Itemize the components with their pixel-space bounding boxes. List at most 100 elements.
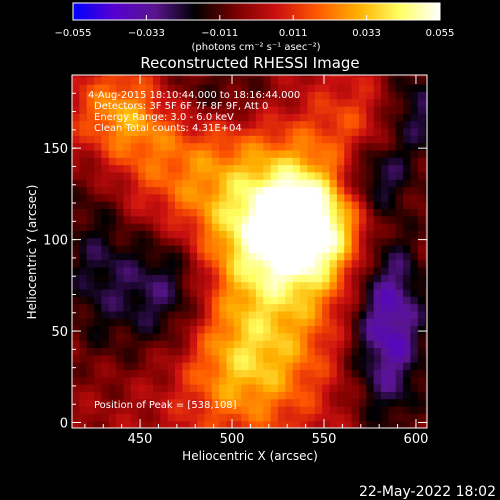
- heatmap-cell: [233, 223, 242, 231]
- heatmap-cell: [211, 376, 220, 385]
- heatmap-cell: [94, 252, 102, 261]
- heatmap-cell: [175, 142, 183, 151]
- heatmap-cell: [167, 208, 176, 217]
- heatmap-cell: [116, 259, 125, 268]
- heatmap-cell: [108, 296, 117, 305]
- heatmap-cell: [336, 369, 345, 378]
- heatmap-cell: [145, 135, 154, 144]
- heatmap-cell: [417, 135, 426, 144]
- heatmap-cell: [152, 149, 161, 158]
- heatmap-cell: [72, 274, 80, 283]
- heatmap-cell: [381, 120, 389, 129]
- heatmap-cell: [255, 245, 264, 253]
- heatmap-cell: [101, 106, 110, 114]
- heatmap-cell: [270, 406, 279, 414]
- heatmap-cell: [123, 259, 132, 268]
- heatmap-cell: [130, 245, 139, 253]
- heatmap-cell: [270, 98, 279, 107]
- heatmap-cell: [366, 420, 375, 428]
- heatmap-cell: [233, 113, 242, 122]
- heatmap-cell: [292, 245, 301, 253]
- heatmap-cell: [366, 179, 375, 188]
- heatmap-cell: [101, 76, 110, 85]
- heatmap-cell: [314, 303, 323, 312]
- heatmap-cell: [145, 149, 154, 158]
- heatmap-cell: [182, 98, 191, 107]
- heatmap-cell: [211, 142, 220, 151]
- heatmap-cell: [197, 252, 205, 261]
- heatmap-cell: [358, 318, 367, 327]
- annotation-clean: Clean Total counts: 4.31E+04: [94, 123, 242, 134]
- heatmap-cell: [72, 347, 80, 356]
- heatmap-cell: [395, 120, 404, 129]
- heatmap-cell: [167, 76, 176, 85]
- heatmap-cell: [108, 91, 117, 100]
- heatmap-cell: [307, 384, 316, 392]
- heatmap-cell: [175, 76, 183, 85]
- heatmap-cell: [307, 91, 316, 100]
- heatmap-cell: [101, 340, 110, 349]
- heatmap-cell: [219, 274, 228, 283]
- heatmap-cell: [358, 340, 367, 349]
- heatmap-cell: [86, 75, 95, 78]
- heatmap-cell: [197, 179, 205, 188]
- heatmap-cell: [123, 179, 132, 188]
- heatmap-cell: [241, 384, 250, 392]
- heatmap-cell: [395, 223, 404, 231]
- heatmap-cell: [314, 340, 323, 349]
- heatmap-cell: [226, 91, 235, 100]
- heatmap-cell: [248, 223, 257, 231]
- heatmap-cell: [417, 318, 426, 327]
- heatmap-cell: [410, 354, 419, 363]
- heatmap-cell: [197, 76, 205, 85]
- heatmap-cell: [189, 223, 198, 231]
- heatmap-cell: [189, 310, 198, 319]
- heatmap-cell: [79, 237, 88, 246]
- heatmap-cell: [160, 303, 169, 312]
- heatmap-cell: [388, 84, 397, 92]
- heatmap-cell: [86, 413, 95, 422]
- heatmap-cell: [336, 376, 345, 385]
- heatmap-cell: [219, 281, 228, 290]
- heatmap-cell: [358, 128, 367, 136]
- heatmap-cell: [358, 413, 367, 422]
- heatmap-cell: [329, 76, 338, 85]
- heatmap-cell: [101, 186, 110, 195]
- heatmap-cell: [336, 106, 345, 114]
- heatmap-cell: [241, 164, 250, 173]
- heatmap-cell: [336, 288, 345, 297]
- heatmap-cell: [189, 237, 198, 246]
- heatmap-cell: [263, 332, 272, 341]
- heatmap-cell: [307, 303, 316, 312]
- heatmap-cell: [425, 252, 427, 261]
- heatmap-cell: [197, 208, 205, 217]
- heatmap-cell: [344, 406, 353, 414]
- heatmap-cell: [241, 106, 250, 114]
- heatmap-cell: [72, 376, 80, 385]
- heatmap-cell: [248, 120, 257, 129]
- heatmap-cell: [233, 332, 242, 341]
- heatmap-cell: [322, 230, 331, 239]
- heatmap-cell: [403, 113, 411, 122]
- heatmap-cell: [167, 98, 176, 107]
- heatmap-cell: [285, 376, 294, 385]
- heatmap-cell: [307, 237, 316, 246]
- heatmap-cell: [292, 201, 301, 210]
- heatmap-cell: [417, 274, 426, 283]
- heatmap-cell: [108, 201, 117, 210]
- heatmap-cell: [322, 157, 331, 166]
- heatmap-cell: [182, 362, 191, 370]
- heatmap-cell: [197, 274, 205, 283]
- heatmap-cell: [300, 223, 308, 231]
- heatmap-cell: [285, 354, 294, 363]
- heatmap-cell: [292, 128, 301, 136]
- heatmap-cell: [322, 164, 331, 173]
- heatmap-cell: [116, 215, 125, 224]
- heatmap-cell: [278, 201, 286, 210]
- heatmap-cell: [395, 325, 404, 334]
- heatmap-cell: [160, 223, 169, 231]
- heatmap-cell: [233, 120, 242, 129]
- heatmap-cell: [381, 157, 389, 166]
- heatmap-cell: [123, 362, 132, 370]
- heatmap-cell: [300, 259, 308, 268]
